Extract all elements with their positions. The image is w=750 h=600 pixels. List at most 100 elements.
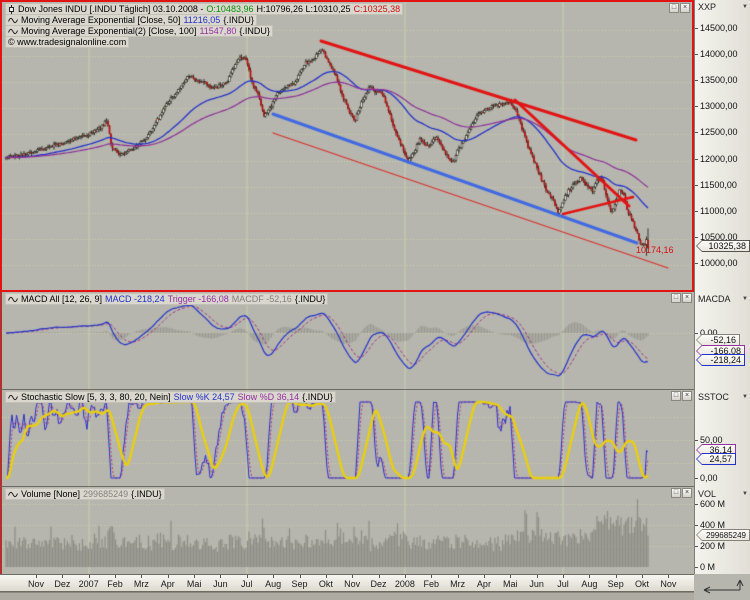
month-label: Mai — [186, 579, 202, 589]
value-bubble: 299685249 — [696, 529, 750, 541]
maximize-button[interactable]: □ — [671, 391, 681, 401]
axis-corner — [694, 574, 750, 600]
volume-value: 299685249 — [83, 489, 129, 499]
time-tick — [457, 575, 459, 578]
month-label: Mrz — [450, 579, 466, 589]
macd-chart-canvas[interactable] — [2, 292, 694, 389]
value-bubble: 10325,38 — [696, 240, 750, 252]
month-label: 2007 — [78, 579, 99, 589]
month-label: Jul — [557, 579, 569, 589]
volume-axis[interactable]: VOL ▼ 600 M 400 M 200 M 0 M 299685249 — [694, 487, 750, 574]
stochastic-axis[interactable]: SSTOC ▼ 50,00 0,00 36,14 24,57 — [694, 390, 750, 487]
price-plot[interactable]: Dow Jones INDU [.INDU Täglich] 03.10.200… — [0, 0, 694, 292]
chevron-down-icon[interactable]: ▼ — [742, 490, 748, 497]
maximize-button[interactable]: □ — [671, 293, 681, 303]
time-tick — [642, 575, 644, 578]
time-tick — [36, 575, 37, 578]
close-value: C:10325,38 — [353, 4, 401, 14]
ema50-value: 11216,05 — [183, 15, 221, 25]
bottom-strip — [0, 592, 694, 600]
time-tick — [483, 575, 485, 578]
axis-tick-label: 50,00 — [695, 435, 723, 445]
ema100-symbol: {.INDU} — [239, 26, 270, 36]
volume-header: Volume [None] 299685249 {.INDU} — [5, 488, 165, 500]
close-button[interactable]: × — [682, 293, 692, 303]
time-tick — [246, 575, 248, 578]
month-label: Nov — [344, 579, 361, 589]
month-label: Aug — [581, 579, 598, 589]
close-button[interactable]: × — [680, 3, 690, 13]
axis-tick-label: 11000,00 — [695, 206, 737, 216]
month-label: Apr — [160, 579, 175, 589]
time-tick — [62, 575, 64, 578]
month-label: Apr — [476, 579, 491, 589]
volume-name: Volume [None] — [21, 489, 81, 499]
ema100-value: 11547,80 — [199, 26, 237, 36]
macd-plot[interactable]: MACD All [12, 26, 9] MACD -218,24 Trigge… — [0, 292, 694, 390]
volume-scale-label: VOL — [698, 488, 717, 499]
axis-tick-label: 10500,00 — [695, 232, 738, 242]
price-axis[interactable]: XXP ▼ 14500,00 14000,00 13500,00 13000,00 12… — [694, 0, 750, 292]
month-label: Jun — [529, 579, 544, 589]
month-label: Sep — [291, 579, 308, 589]
macd-trigger-value: Trigger -166,08 — [167, 294, 229, 304]
volume-plot[interactable]: Volume [None] 299685249 {.INDU} □ × — [0, 487, 694, 574]
time-tick — [167, 575, 169, 578]
month-label: Jul — [241, 579, 253, 589]
month-label: Feb — [107, 579, 123, 589]
price-chart-canvas[interactable] — [2, 2, 692, 290]
volume-symbol: {.INDU} — [131, 489, 162, 499]
close-button[interactable]: × — [682, 488, 692, 498]
volume-chart-canvas[interactable] — [2, 487, 694, 574]
stochastic-scale-label: SSTOC — [698, 391, 729, 402]
axis-tick-label: 13500,00 — [695, 75, 738, 85]
month-label: Mrz — [133, 579, 149, 589]
axis-tick-label: 12500,00 — [695, 127, 738, 137]
axis-tick-label: 0 M — [695, 562, 715, 572]
month-label: Dez — [54, 579, 71, 589]
time-tick — [115, 575, 117, 578]
panel-macd: MACD All [12, 26, 9] MACD -218,24 Trigge… — [0, 292, 750, 390]
maximize-button[interactable]: □ — [669, 3, 679, 13]
price-low-annotation: 10174,16 — [636, 245, 674, 255]
chevron-down-icon[interactable]: ▼ — [742, 3, 748, 10]
month-label: Nov — [27, 579, 45, 589]
stochastic-name: Stochastic Slow [5, 3, 3, 80, 20, Nein] — [21, 392, 171, 402]
macd-axis[interactable]: MACDA ▼ 0,00 -52,16 -166,08 -218,24 — [694, 292, 750, 390]
chevron-down-icon[interactable]: ▼ — [742, 393, 748, 400]
copyright-text: © www.tradesignalonline.com — [8, 37, 127, 47]
time-tick — [141, 575, 143, 578]
ema50-symbol: {.INDU} — [223, 15, 254, 25]
panel-stochastic: Stochastic Slow [5, 3, 3, 80, 20, Nein] … — [0, 390, 750, 487]
indicator-wave-icon — [8, 394, 18, 401]
time-tick — [273, 575, 275, 578]
macd-name: MACD All [12, 26, 9] — [21, 294, 103, 304]
macd-hist-value: MACDF -52,16 — [231, 294, 292, 304]
axis-tick-label: 10000,00 — [695, 258, 738, 268]
chevron-down-icon[interactable]: ▼ — [742, 295, 748, 302]
maximize-button[interactable]: □ — [671, 488, 681, 498]
month-label: Jun — [213, 579, 228, 589]
ema50-name: Moving Average Exponential [Close, 50] — [21, 15, 181, 25]
time-tick — [615, 575, 617, 578]
indicator-wave-icon — [8, 296, 18, 303]
indicator-wave-icon — [8, 491, 18, 498]
panel-volume: Volume [None] 299685249 {.INDU} □ × VOL … — [0, 487, 750, 574]
close-button[interactable]: × — [682, 391, 692, 401]
time-tick — [431, 575, 433, 578]
month-label: Aug — [265, 579, 282, 589]
stochastic-plot[interactable]: Stochastic Slow [5, 3, 3, 80, 20, Nein] … — [0, 390, 694, 487]
time-tick — [510, 575, 512, 578]
slow-d-value: Slow %D 36,14 — [237, 392, 300, 402]
time-tick — [536, 575, 538, 578]
indicator-wave-icon — [8, 28, 18, 35]
value-bubble: 24,57 — [696, 453, 736, 465]
stochastic-chart-canvas[interactable] — [2, 390, 694, 486]
axis-tick-label: 12000,00 — [695, 154, 738, 164]
time-axis[interactable]: Nov Dez 2007 Feb Mrz Apr Mai Jun Jul Aug Sep Okt Nov… — [0, 574, 694, 592]
axis-tick-label: 13000,00 — [695, 101, 738, 111]
axis-tick-label: 0,00 — [695, 328, 718, 338]
time-tick — [352, 575, 354, 578]
macd-symbol: {.INDU} — [294, 294, 326, 304]
axis-direction-icon — [703, 579, 744, 594]
